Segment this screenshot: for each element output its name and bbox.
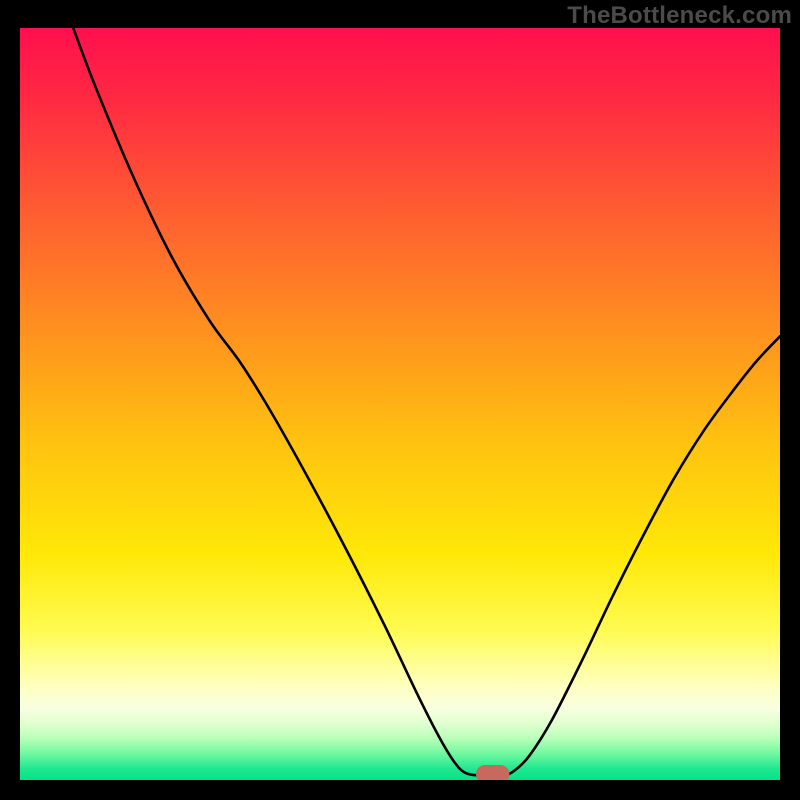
plot-svg (20, 28, 780, 780)
chart-frame: TheBottleneck.com (0, 0, 800, 800)
watermark-text: TheBottleneck.com (567, 2, 792, 30)
optimal-marker (476, 765, 509, 780)
gradient-background (20, 28, 780, 780)
bottleneck-plot (20, 28, 780, 780)
